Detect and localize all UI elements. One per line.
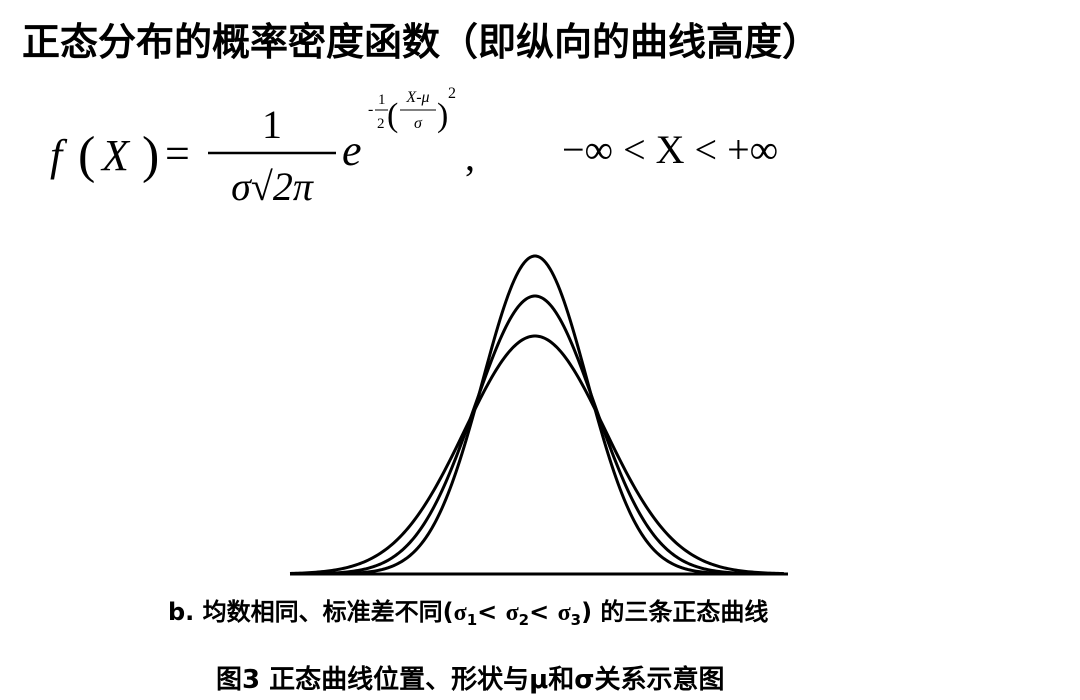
formula: f ( X ) = 1 σ√2π e - 1 2 ( X-μ σ ) 2 , −…	[50, 85, 778, 209]
normal-curve	[289, 334, 785, 576]
normal-curves	[289, 254, 785, 576]
title: 正态分布的概率密度函数（即纵向的曲线高度）	[22, 20, 820, 64]
formula-rparen: )	[142, 127, 159, 184]
caption-text: σ	[454, 600, 467, 626]
formula-domain: −∞ < X < +∞	[562, 127, 778, 172]
formula-var: X	[100, 131, 131, 180]
exp-rparen: )	[437, 97, 448, 134]
exp-sign: -	[368, 101, 373, 118]
caption-text: ) 的三条正态曲线	[581, 598, 768, 626]
exp-power: 2	[448, 85, 456, 102]
formula-comma: ,	[465, 134, 475, 179]
caption-subscript: 2	[519, 611, 529, 629]
normal-curve	[290, 294, 785, 576]
caption-subscript: 1	[467, 611, 477, 629]
exp-num: 1	[378, 92, 386, 108]
exponent: - 1 2 ( X-μ σ ) 2	[368, 85, 456, 134]
caption-text: b. 均数相同、标准差不同(	[168, 598, 454, 626]
exp-inner-num: X-μ	[405, 89, 429, 106]
exp-inner-den: σ	[414, 115, 423, 132]
caption-subscript: 3	[571, 611, 581, 629]
formula-base: e	[342, 126, 362, 175]
exp-den: 2	[377, 116, 385, 132]
formula-f: f	[50, 131, 68, 180]
caption-text: σ	[558, 600, 571, 626]
formula-equals: =	[165, 129, 190, 178]
caption-text: σ	[506, 600, 519, 626]
exp-lparen: (	[387, 97, 398, 134]
caption-text: <	[529, 598, 557, 626]
caption-text: <	[477, 598, 505, 626]
formula-numerator: 1	[262, 102, 282, 147]
figure-caption: b. 均数相同、标准差不同(σ1< σ2< σ3) 的三条正态曲线	[168, 598, 768, 629]
formula-lparen: (	[78, 127, 95, 184]
figure-title: 图3 正态曲线位置、形状与μ和σ关系示意图	[216, 664, 725, 695]
formula-denominator: σ√2π	[231, 164, 314, 209]
normal-curve	[290, 254, 784, 576]
